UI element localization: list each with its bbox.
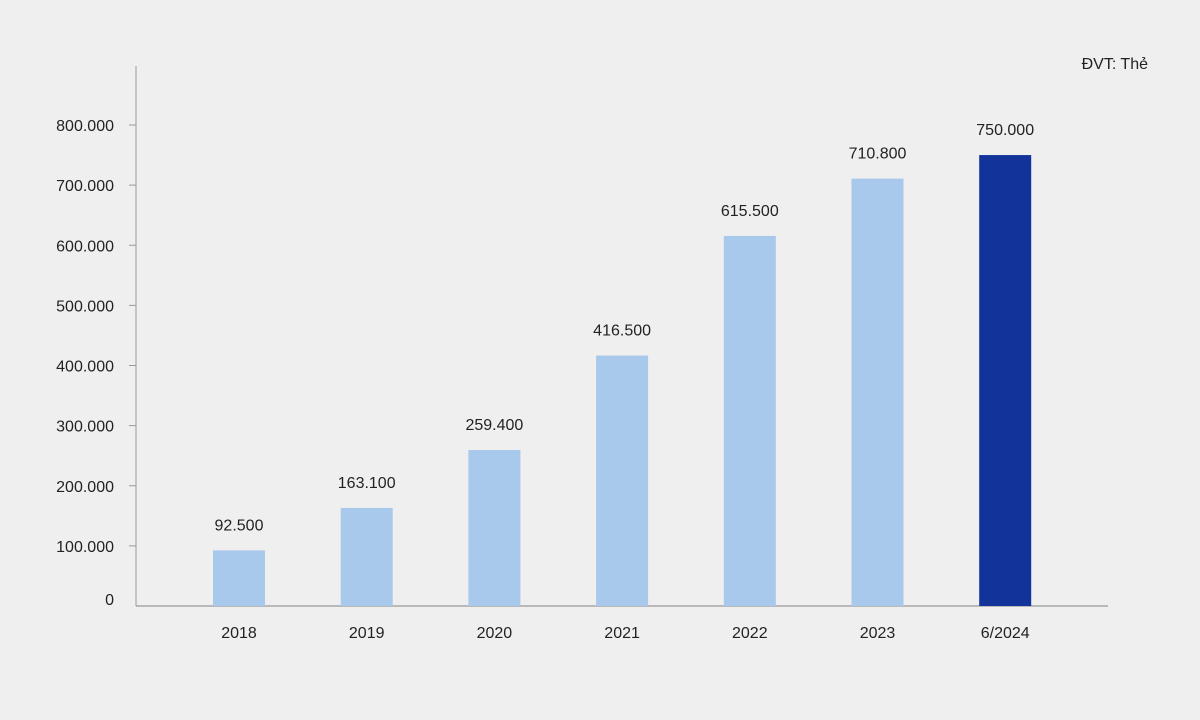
bar-2021 <box>596 355 649 606</box>
x-tick-label: 6/2024 <box>981 625 1030 642</box>
y-tick-label: 700.000 <box>56 178 114 195</box>
bar-2022 <box>723 235 776 607</box>
bar-2023 <box>851 178 904 606</box>
data-label: 92.500 <box>215 517 264 534</box>
y-tick-label: 500.000 <box>56 298 114 315</box>
unit-label: ĐVT: Thẻ <box>1081 56 1148 73</box>
bars <box>213 155 1032 607</box>
y-tick-label: 300.000 <box>56 419 114 436</box>
x-tick-label: 2019 <box>349 625 385 642</box>
value-labels: 92.500 163.100 259.400 416.500 615.500 710.80… <box>215 122 1035 534</box>
data-label: 710.800 <box>849 146 907 163</box>
x-axis-ticks: 2018 2019 2020 2021 2022 2023 6/2024 <box>221 625 1030 642</box>
x-tick-label: 2020 <box>477 625 513 642</box>
bar-2020 <box>468 450 521 606</box>
y-tick-label: 400.000 <box>56 359 114 376</box>
data-label: 615.500 <box>721 203 779 220</box>
x-tick-label: 2023 <box>860 625 896 642</box>
y-tick-label: 100.000 <box>56 539 114 556</box>
y-axis-ticks: 0 100.000 200.000 300.000 400.000 500.000 600.… <box>56 118 136 609</box>
x-tick-label: 2022 <box>732 625 768 642</box>
y-tick-label: 0 <box>105 592 114 609</box>
x-tick-label: 2018 <box>221 625 257 642</box>
y-tick-label: 600.000 <box>56 238 114 255</box>
data-label: 259.400 <box>465 417 523 434</box>
y-tick-label: 800.000 <box>56 118 114 135</box>
y-tick-label: 200.000 <box>56 479 114 496</box>
data-label: 163.100 <box>338 475 396 492</box>
bar-6-2024 <box>979 155 1032 606</box>
data-label: 750.000 <box>976 122 1034 139</box>
x-tick-label: 2021 <box>604 625 640 642</box>
bar-2018 <box>213 550 265 606</box>
data-label: 416.500 <box>593 323 651 340</box>
bar-2019 <box>340 507 393 606</box>
